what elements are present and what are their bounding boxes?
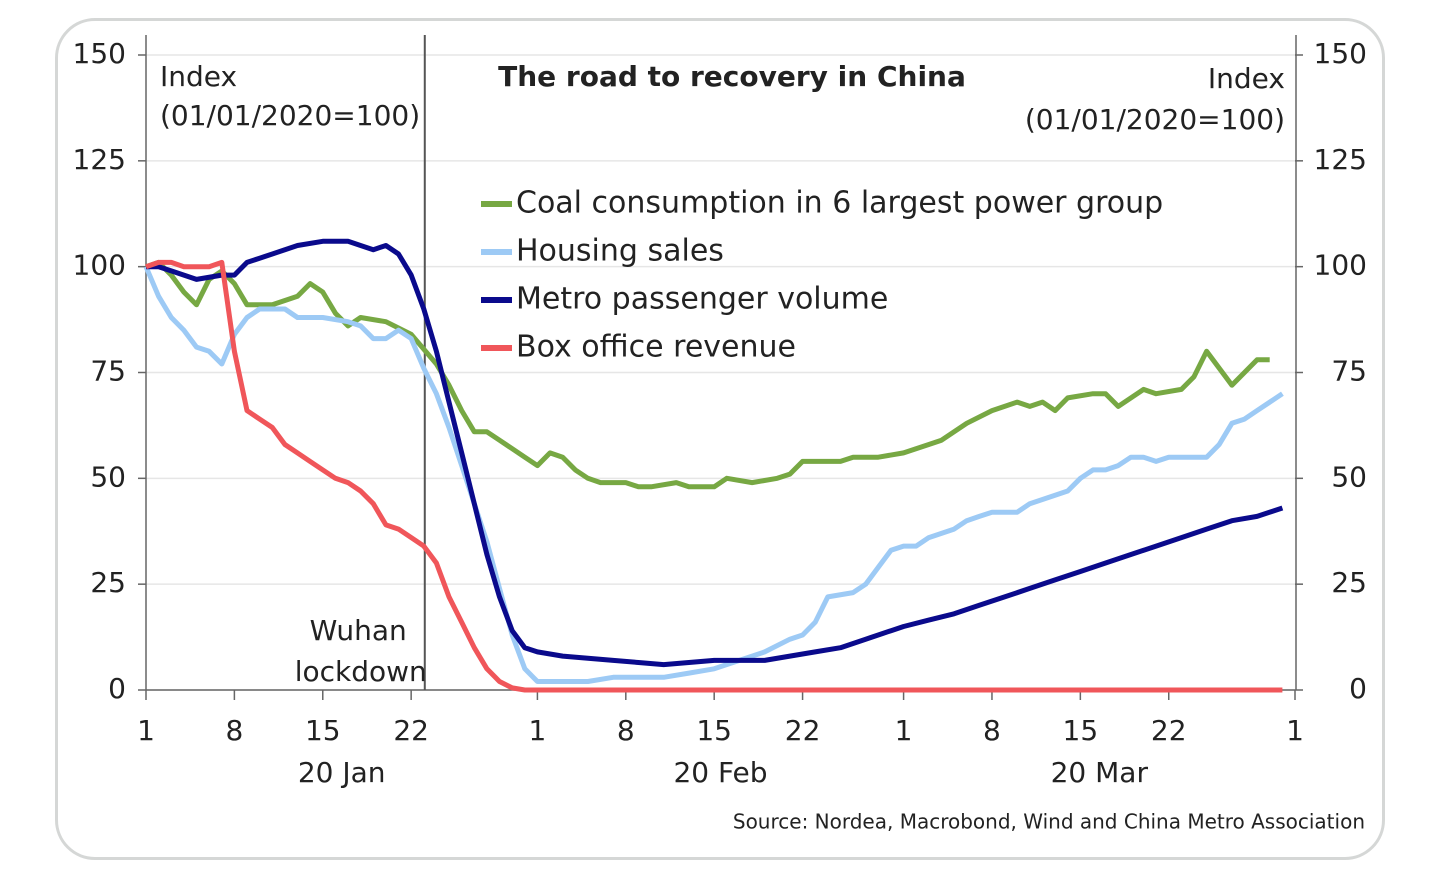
- y2-tick-label: 75: [1331, 355, 1367, 388]
- x-group-label: 20 Jan: [298, 756, 386, 789]
- y-tick-label: 50: [90, 460, 126, 493]
- x-tick-label: 1: [1286, 714, 1304, 747]
- x-tick-label: 15: [1063, 714, 1099, 747]
- source-note: Source: Nordea, Macrobond, Wind and Chin…: [733, 810, 1365, 834]
- legend-label: Metro passenger volume: [516, 282, 888, 317]
- x-tick-label: 22: [393, 714, 429, 747]
- y2-tick-label: 125: [1314, 143, 1367, 176]
- y-tick-label: 125: [73, 143, 126, 176]
- y-tick-label: 100: [73, 249, 126, 282]
- y2-tick-label: 0: [1349, 672, 1367, 705]
- y-tick-label: 25: [90, 566, 126, 599]
- legend-label: Box office revenue: [516, 330, 796, 365]
- x-group-label: 20 Feb: [673, 756, 767, 789]
- x-tick-label: 8: [617, 714, 635, 747]
- y-tick-label: 150: [73, 37, 126, 70]
- x-tick-label: 1: [895, 714, 913, 747]
- y-tick-label: 75: [90, 355, 126, 388]
- annotation-label: Wuhan: [310, 614, 407, 647]
- x-tick-label: 22: [1151, 714, 1187, 747]
- y2-tick-label: 150: [1314, 37, 1367, 70]
- x-tick-label: 8: [983, 714, 1001, 747]
- legend-label: Housing sales: [516, 234, 724, 269]
- annotation-label: lockdown: [295, 655, 427, 688]
- y2-axis-label: (01/01/2020=100): [1025, 103, 1285, 136]
- y2-tick-label: 100: [1314, 249, 1367, 282]
- x-tick-label: 1: [137, 714, 155, 747]
- y-axis-label: Index: [160, 60, 237, 93]
- x-tick-label: 8: [225, 714, 243, 747]
- x-tick-label: 15: [696, 714, 732, 747]
- series-line: [145, 259, 1270, 490]
- chart-title: The road to recovery in China: [498, 60, 966, 93]
- x-group-label: 20 Mar: [1051, 756, 1149, 789]
- y-tick-label: 0: [108, 672, 126, 705]
- x-tick-label: 1: [529, 714, 547, 747]
- y2-tick-label: 25: [1331, 566, 1367, 599]
- series-line: [145, 259, 1283, 693]
- y2-axis-label: Index: [1208, 62, 1285, 95]
- legend-label: Coal consumption in 6 largest power grou…: [516, 186, 1163, 221]
- y-axis-label: (01/01/2020=100): [160, 99, 420, 132]
- x-tick-label: 22: [785, 714, 821, 747]
- series-line: [143, 265, 1284, 684]
- card-frame: [55, 18, 1385, 860]
- y2-tick-label: 50: [1331, 460, 1367, 493]
- series-line: [146, 238, 1284, 668]
- x-tick-label: 15: [305, 714, 341, 747]
